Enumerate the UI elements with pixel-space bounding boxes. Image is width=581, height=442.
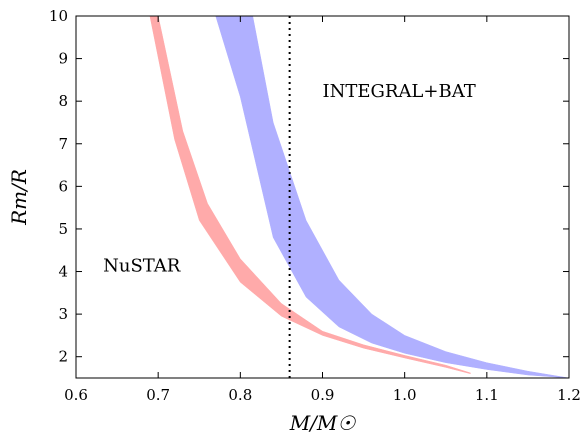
y-tick-label: 3 [58,305,68,323]
y-axis-label: Rm/R [7,169,31,226]
y-tick-label: 9 [58,50,68,68]
y-tick-label: 4 [58,263,68,281]
x-tick-label: 0.9 [311,386,335,404]
x-tick-label: 0.6 [64,386,88,404]
y-tick-label: 2 [58,348,68,366]
x-tick-label: 0.7 [146,386,170,404]
x-axis-label: M/M☉ [289,411,357,435]
band-integral-bat [215,16,569,378]
y-axis-ticks: 2 3 4 5 6 7 8 9 10 [49,7,569,366]
x-tick-label: 1.0 [393,386,417,404]
y-tick-label: 5 [58,220,68,238]
x-tick-label: 0.8 [228,386,252,404]
plot-frame [75,15,570,379]
x-tick-label: 1.1 [475,386,499,404]
bands-layer [149,16,569,378]
y-tick-label: 8 [58,92,68,110]
annotation-label: NuSTAR [103,256,181,277]
annotations-layer: NuSTAR INTEGRAL+BAT [103,81,476,277]
annotation-label: INTEGRAL+BAT [323,81,476,102]
x-tick-label: 1.2 [557,386,581,404]
y-tick-label: 6 [58,177,68,195]
y-tick-label: 7 [58,135,68,153]
band-nustar [149,16,471,375]
y-tick-label: 10 [49,7,68,25]
x-axis-ticks: 0.6 0.7 0.8 0.9 1.0 1.1 1.2 [64,16,581,404]
